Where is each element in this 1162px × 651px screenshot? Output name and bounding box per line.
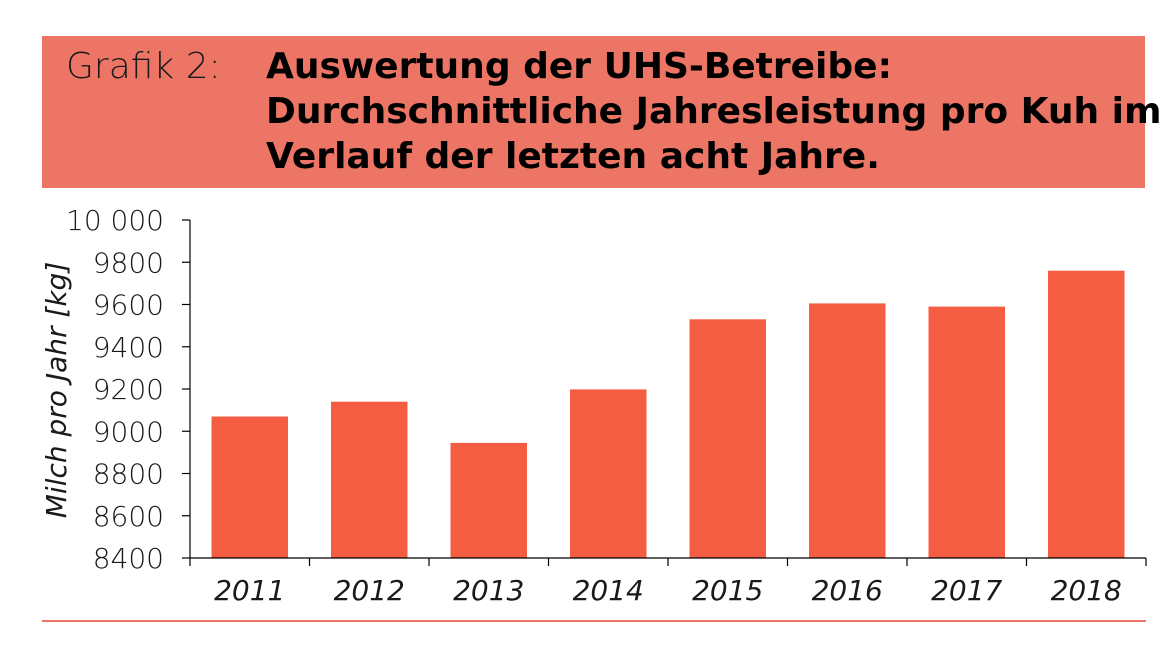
y-tick-label-9600: 9600 (93, 289, 164, 322)
bar-2011 (211, 416, 288, 558)
y-tick-label-10000: 10 000 (66, 204, 164, 237)
y-tick-label-8600: 8600 (93, 500, 164, 533)
chart-title: Auswertung der UHS-Betreibe: Durchschnit… (266, 44, 1162, 179)
plot-area: 8400 8600 8800 9000 9200 9400 9600 9800 10 000 20… (66, 204, 1147, 607)
y-tick-label-8800: 8800 (93, 458, 164, 491)
x-tick-label-2017: 2017 (931, 574, 1002, 607)
chart-title-line-1: Auswertung der UHS-Betreibe: (266, 46, 892, 87)
bar-2017 (928, 306, 1005, 558)
bar-2012 (331, 401, 408, 558)
bar-2014 (570, 389, 647, 558)
bar-2016 (809, 303, 886, 558)
y-tick-label-9000: 9000 (93, 415, 164, 448)
y-tick-label-8400: 8400 (93, 542, 164, 575)
x-tick-label-2013: 2013 (453, 574, 524, 607)
bottom-divider (42, 620, 1146, 622)
y-tick-label-9400: 9400 (93, 331, 164, 364)
y-tick-label-9800: 9800 (93, 246, 164, 279)
x-tick-label-2018: 2018 (1051, 574, 1122, 607)
bar-2018 (1048, 270, 1125, 558)
y-tick-label-9200: 9200 (93, 373, 164, 406)
chart-title-line-3: Verlauf der letzten acht Jahre. (266, 136, 880, 177)
bar-2013 (450, 442, 527, 558)
x-tick-label-2014: 2014 (573, 574, 644, 607)
x-tick-label-2011: 2011 (214, 574, 285, 607)
chart-title-line-2: Durchschnittliche Jahresleistung pro Kuh… (266, 91, 1162, 132)
x-tick-label-2012: 2012 (334, 574, 405, 607)
x-tick-label-2015: 2015 (692, 574, 763, 607)
bar-2015 (689, 319, 766, 558)
y-axis-label: Milch pro Jahr [kg] (40, 262, 73, 518)
x-tick-label-2016: 2016 (812, 574, 883, 607)
chart-header: Grafik 2: Auswertung der UHS-Betreibe: D… (42, 36, 1162, 188)
figure-label: Grafik 2: (66, 46, 221, 87)
